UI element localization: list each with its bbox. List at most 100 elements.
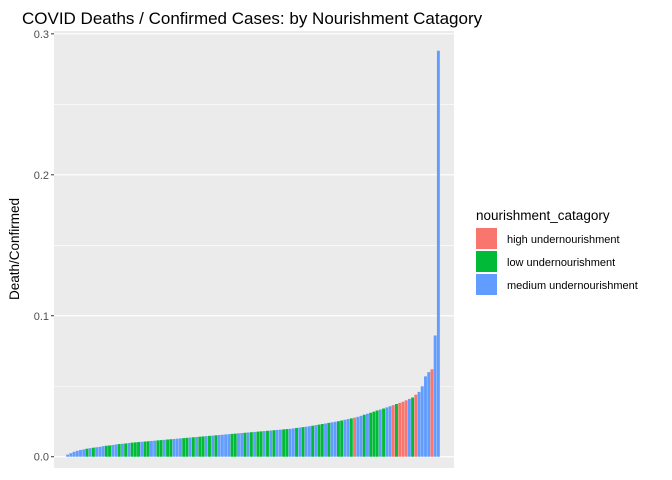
grid-lines (54, 33, 454, 458)
bar (282, 429, 286, 457)
bar (317, 424, 321, 457)
bars (66, 50, 440, 457)
bar (330, 422, 334, 457)
plot-panel (54, 31, 454, 468)
y-tick-label: 0.2 (34, 170, 49, 182)
bar (211, 435, 215, 457)
bar (366, 413, 369, 457)
bar (208, 435, 211, 457)
bar (391, 405, 395, 457)
bar (349, 418, 353, 457)
bar (256, 431, 260, 457)
bar (259, 431, 263, 457)
bar (220, 434, 224, 457)
bar (224, 434, 228, 457)
bar (204, 436, 208, 457)
bar (333, 421, 337, 457)
legend-title: nourishment_catagory (476, 208, 610, 223)
bar (407, 398, 411, 457)
bar (98, 446, 102, 457)
bar (262, 431, 266, 457)
bar (79, 449, 82, 457)
bar (301, 427, 305, 457)
bar (417, 391, 421, 457)
bar (404, 400, 408, 457)
bar (369, 412, 373, 457)
bar (72, 451, 76, 457)
chart-title: COVID Deaths / Confirmed Cases: by Nouri… (22, 9, 483, 28)
bar (307, 426, 311, 457)
bar (430, 369, 434, 457)
bar (249, 432, 253, 457)
bar (75, 450, 79, 457)
bar (275, 429, 279, 457)
bar (191, 437, 195, 457)
bar (227, 434, 231, 457)
bar (336, 421, 340, 457)
bar (243, 432, 247, 457)
bar (353, 417, 357, 457)
bar (359, 415, 363, 457)
bar (436, 50, 440, 457)
bar (195, 436, 199, 457)
bar (246, 432, 250, 457)
bar (240, 433, 244, 457)
bar (230, 433, 234, 457)
bar (91, 447, 95, 457)
bar (288, 428, 292, 457)
bar (291, 428, 295, 457)
bar (285, 429, 289, 457)
bar (143, 441, 147, 457)
bar (424, 376, 427, 457)
bar (156, 440, 160, 457)
bar (327, 422, 331, 457)
bar (346, 419, 350, 457)
y-tick-label: 0.3 (34, 29, 49, 41)
bar (140, 441, 144, 457)
y-axis-ticks: 0.0 0.1 0.2 0.3 (34, 29, 54, 464)
bar (411, 397, 415, 457)
bar (356, 416, 360, 457)
bar (320, 424, 324, 457)
bar (95, 447, 99, 457)
bar (101, 446, 105, 457)
bar (427, 372, 431, 457)
bar (117, 444, 121, 457)
legend-label-high: high undernourishment (507, 234, 620, 246)
bar (340, 420, 344, 457)
bar (388, 406, 392, 457)
bar (85, 448, 89, 457)
bar (343, 419, 347, 457)
bar (69, 453, 73, 457)
bar (120, 443, 124, 457)
bar (172, 438, 176, 457)
bar (311, 425, 315, 457)
bar (324, 423, 327, 457)
bar (433, 335, 437, 457)
bar (66, 454, 70, 457)
bar (385, 407, 389, 457)
bar (124, 443, 128, 457)
bar (108, 445, 111, 457)
bar (362, 414, 366, 457)
legend-label-low: low undernourishment (507, 257, 615, 269)
y-axis-title: Death/Confirmed (7, 198, 22, 300)
bar (166, 439, 170, 457)
bar (201, 436, 205, 457)
bar (378, 409, 382, 457)
bar (266, 430, 269, 457)
bar (104, 445, 108, 457)
bar (169, 439, 173, 457)
y-tick-label: 0.1 (34, 311, 49, 323)
bar (375, 410, 379, 457)
bar (233, 433, 237, 457)
bar (127, 443, 131, 457)
bar (162, 439, 166, 457)
bar (314, 425, 318, 457)
bar (372, 411, 376, 457)
legend: nourishment_catagory high undernourishme… (476, 208, 638, 295)
bar (414, 394, 418, 457)
legend-key-medium (476, 274, 497, 295)
bar (295, 427, 298, 457)
